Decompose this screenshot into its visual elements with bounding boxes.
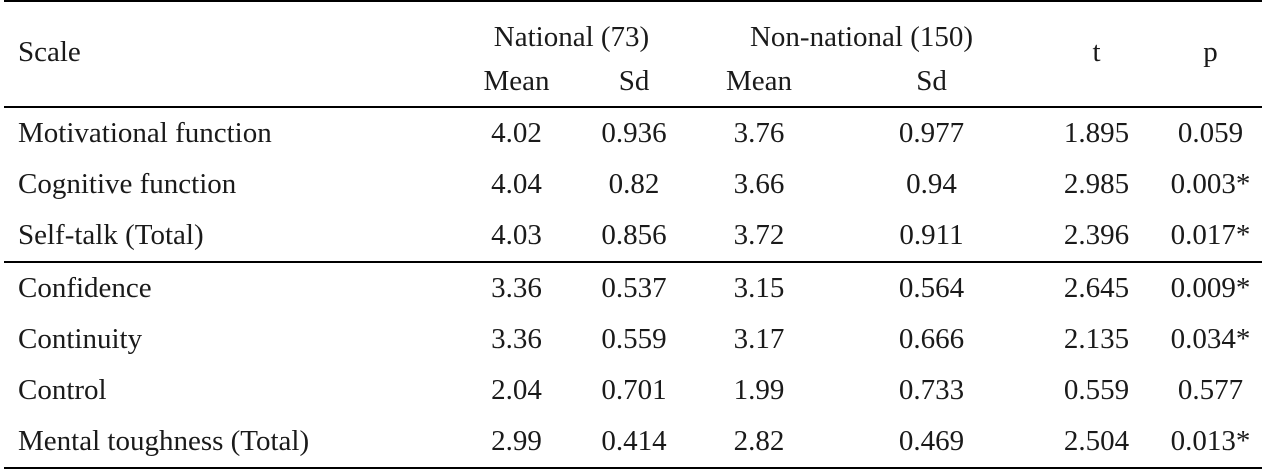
header-group-non-national: Non-national (150) xyxy=(749,21,974,53)
header-p: p xyxy=(1159,1,1263,108)
cell-p: 0.034* xyxy=(1170,323,1251,355)
cell-p: 0.013* xyxy=(1159,416,1263,469)
cell-t: 2.985 xyxy=(1063,168,1130,200)
cell-non-national-sd: 0.564 xyxy=(898,272,965,304)
cell-national-sd: 0.701 xyxy=(601,374,667,406)
cell-non-national-sd: 0.469 xyxy=(829,416,1035,469)
header-national-sd: Sd xyxy=(579,58,690,108)
cell-non-national-mean: 3.66 xyxy=(733,168,785,200)
cell-t: 1.895 xyxy=(1063,117,1130,149)
cell-non-national-mean: 2.82 xyxy=(689,416,830,469)
table-row: Control 2.04 0.701 1.99 0.733 0.559 0.57… xyxy=(4,365,1262,416)
cell-p: 0.577 xyxy=(1177,374,1244,406)
table-body: Motivational function 4.02 0.936 3.76 0.… xyxy=(4,107,1263,469)
cell-non-national-sd: 0.94 xyxy=(906,168,957,200)
cell-national-mean: 4.03 xyxy=(454,210,579,263)
cell-national-mean: 2.04 xyxy=(491,374,542,406)
cell-national-sd: 0.82 xyxy=(608,168,660,200)
cell-scale: Self-talk (Total) xyxy=(4,210,454,263)
cell-non-national-sd: 0.911 xyxy=(829,210,1035,263)
cell-national-mean: 4.02 xyxy=(491,117,542,149)
table-row: Confidence 3.36 0.537 3.15 0.564 2.645 0… xyxy=(4,262,1262,314)
cell-non-national-mean: 3.76 xyxy=(733,117,785,149)
table-row: Mental toughness (Total) 2.99 0.414 2.82… xyxy=(4,416,1263,469)
cell-p: 0.059 xyxy=(1177,117,1244,149)
cell-national-mean: 4.04 xyxy=(491,168,542,200)
cell-national-mean: 3.36 xyxy=(491,323,542,355)
cell-non-national-mean: 3.15 xyxy=(733,272,785,304)
cell-t: 0.559 xyxy=(1063,374,1130,406)
cell-national-mean: 2.99 xyxy=(454,416,579,469)
cell-non-national-sd: 0.666 xyxy=(898,323,965,355)
cell-t: 2.645 xyxy=(1063,272,1130,304)
cell-non-national-mean: 3.17 xyxy=(733,323,785,355)
cell-non-national-mean: 3.72 xyxy=(689,210,830,263)
cell-scale: Continuity xyxy=(18,323,143,355)
header-scale: Scale xyxy=(4,1,454,108)
cell-national-mean: 3.36 xyxy=(491,272,542,304)
table-row: Self-talk (Total) 4.03 0.856 3.72 0.911 … xyxy=(4,210,1263,263)
cell-non-national-mean: 1.99 xyxy=(733,374,785,406)
cell-scale: Mental toughness (Total) xyxy=(4,416,454,469)
header-row-stats: Mean Sd Mean Sd xyxy=(4,58,1262,108)
comparison-table: Scale National (73) Non-national (150) t… xyxy=(4,0,1263,469)
cell-t: 2.135 xyxy=(1063,323,1130,355)
header-t: t xyxy=(1034,1,1160,108)
cell-p: 0.003* xyxy=(1170,168,1251,200)
cell-national-sd: 0.537 xyxy=(601,272,667,304)
cell-t: 2.504 xyxy=(1034,416,1160,469)
cell-p: 0.017* xyxy=(1159,210,1263,263)
cell-p: 0.009* xyxy=(1170,272,1251,304)
cell-national-sd: 0.414 xyxy=(579,416,690,469)
cell-national-sd: 0.856 xyxy=(579,210,690,263)
table-row: Motivational function 4.02 0.936 3.76 0.… xyxy=(4,107,1262,159)
cell-scale: Control xyxy=(18,374,107,406)
cell-non-national-sd: 0.977 xyxy=(898,117,965,149)
cell-non-national-sd: 0.733 xyxy=(898,374,965,406)
cell-national-sd: 0.559 xyxy=(601,323,667,355)
cell-scale: Cognitive function xyxy=(18,168,237,200)
header-non-national-sd: Sd xyxy=(829,58,1035,108)
cell-t: 2.396 xyxy=(1034,210,1160,263)
header-national-mean: Mean xyxy=(454,58,579,108)
header-row-groups: Scale National (73) Non-national (150) t… xyxy=(4,1,1263,108)
cell-scale: Motivational function xyxy=(18,117,272,149)
cell-scale: Confidence xyxy=(18,272,152,304)
header-group-national: National (73) xyxy=(493,21,650,53)
table-row: Continuity 3.36 0.559 3.17 0.666 2.135 0… xyxy=(4,314,1262,365)
cell-national-sd: 0.936 xyxy=(601,117,667,149)
header-non-national-mean: Mean xyxy=(689,58,830,108)
table-row: Cognitive function 4.04 0.82 3.66 0.94 2… xyxy=(4,159,1262,210)
